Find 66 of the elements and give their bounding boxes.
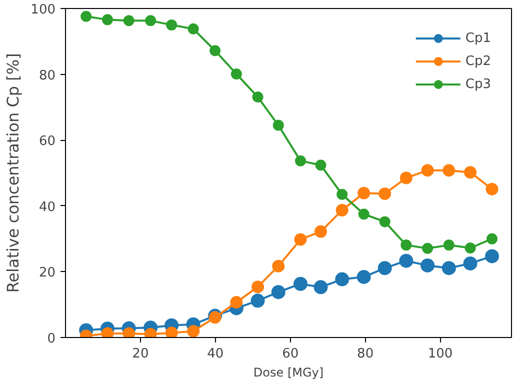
x-tick-label: 80	[357, 346, 374, 362]
point	[272, 260, 285, 272]
point	[122, 327, 136, 338]
point	[101, 327, 114, 338]
point	[463, 256, 478, 270]
point	[123, 15, 134, 26]
point	[358, 186, 370, 200]
point	[422, 242, 434, 254]
point	[80, 10, 92, 22]
point	[378, 187, 392, 200]
point	[314, 225, 327, 238]
legend-label: Cp1	[465, 30, 491, 46]
point	[210, 45, 221, 56]
point	[294, 233, 307, 246]
point	[165, 326, 178, 338]
point	[420, 258, 435, 272]
point	[400, 240, 412, 251]
point	[252, 280, 264, 294]
point	[271, 285, 286, 300]
y-axis-title: Relative concentration Cp [%]	[4, 53, 23, 293]
legend-label: Cp2	[465, 54, 491, 68]
point	[485, 249, 500, 264]
point	[442, 261, 456, 276]
y-tick-label: 20	[38, 266, 56, 281]
point	[486, 233, 498, 244]
point	[272, 120, 284, 131]
point	[443, 240, 454, 251]
point	[145, 15, 156, 26]
point	[336, 204, 348, 216]
x-axis-title: Dose [MGy]	[253, 366, 324, 380]
y-tick-label: 80	[38, 68, 56, 84]
point	[208, 311, 222, 324]
point	[421, 164, 434, 177]
point	[442, 164, 456, 177]
x-tick-label: 40	[207, 346, 224, 362]
point	[399, 254, 414, 268]
point	[188, 23, 199, 34]
point	[102, 14, 113, 26]
point	[356, 270, 371, 284]
point	[230, 68, 242, 80]
y-tick-label: 40	[38, 200, 56, 215]
point	[314, 280, 328, 294]
point	[464, 166, 477, 179]
point	[358, 208, 370, 220]
x-tick-label: 100	[428, 346, 453, 362]
point	[486, 182, 498, 196]
x-tick-label: 60	[282, 346, 299, 362]
point	[294, 155, 306, 166]
x-tick-label: 20	[132, 346, 149, 362]
y-tick-label: 0	[47, 332, 56, 346]
y-tick-label: 100	[30, 2, 56, 18]
point	[400, 172, 412, 184]
point	[250, 294, 265, 308]
point	[187, 325, 200, 338]
point	[293, 276, 308, 291]
point	[378, 261, 392, 276]
point	[252, 92, 264, 102]
point	[335, 272, 350, 286]
point	[464, 242, 476, 254]
point	[166, 19, 178, 30]
point	[379, 216, 390, 228]
point	[315, 160, 326, 171]
legend-label: Cp3	[465, 76, 491, 92]
y-tick-label: 60	[38, 134, 56, 150]
point	[230, 296, 243, 309]
point	[336, 188, 348, 200]
